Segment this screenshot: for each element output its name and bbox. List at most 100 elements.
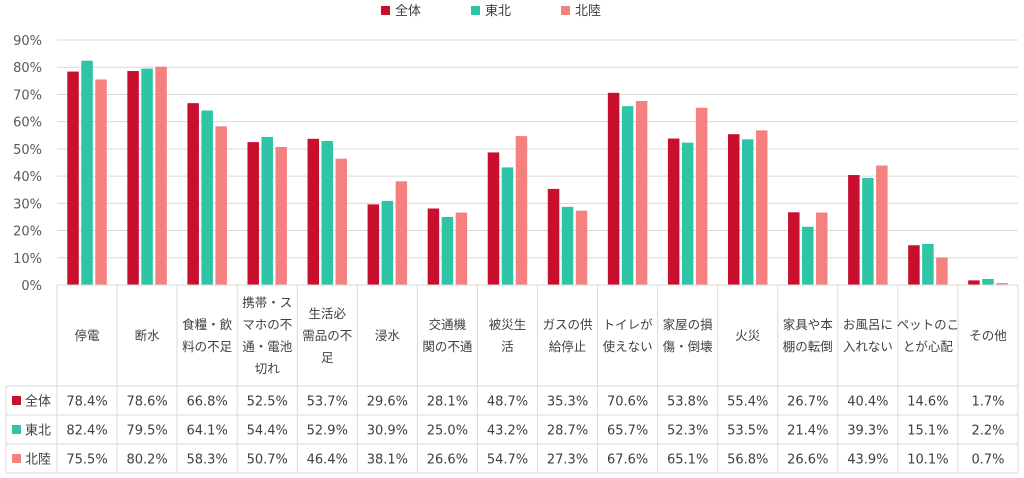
category-label: お風呂に — [843, 317, 893, 332]
data-label: 10.1% — [907, 453, 948, 468]
bar-全体-3 — [187, 103, 199, 286]
data-label: 29.6% — [367, 395, 408, 410]
legend-label-1: 全体 — [395, 3, 421, 19]
category-label: 停電 — [75, 328, 101, 343]
y-tick-label: 50% — [13, 143, 42, 158]
data-label: 56.8% — [727, 453, 768, 468]
category-label: 給停止 — [549, 339, 587, 354]
data-label: 48.7% — [487, 395, 528, 410]
bar-東北-8 — [501, 167, 514, 285]
data-label: 40.4% — [847, 395, 888, 410]
row-series-name: 東北 — [25, 423, 51, 439]
data-label: 54.7% — [487, 453, 528, 468]
gridlines — [57, 39, 1018, 286]
category-label: 活 — [501, 339, 514, 354]
data-label: 65.7% — [607, 424, 648, 439]
category-label: 火災 — [735, 328, 761, 343]
bar-東北-4 — [261, 136, 273, 285]
bar-東北-14 — [862, 178, 874, 285]
bar-北陸-4 — [275, 146, 287, 285]
y-tick-label: 10% — [13, 252, 42, 267]
data-label: 82.4% — [66, 424, 107, 439]
data-label: 0.7% — [971, 453, 1004, 468]
data-label: 80.2% — [126, 453, 167, 468]
data-label: 21.4% — [787, 424, 828, 439]
y-tick-label: 60% — [13, 116, 42, 131]
bar-東北-13 — [802, 226, 814, 285]
data-label: 65.1% — [667, 453, 708, 468]
bar-全体-10 — [607, 92, 620, 285]
category-label: 通・電池 — [242, 339, 293, 354]
bar-北陸-13 — [816, 212, 828, 285]
category-label: 傷・倒壊 — [663, 339, 714, 354]
bar-全体-12 — [727, 134, 740, 285]
row-series-name: 北陸 — [25, 452, 51, 468]
y-axis: 0% 10% 20% 30% 40% 50% 60% 70% 80% 90% — [13, 34, 42, 294]
category-label: 使えない — [603, 339, 653, 354]
bar-全体-2 — [127, 71, 139, 286]
category-label: 棚の転倒 — [783, 339, 833, 354]
y-tick-label: 80% — [13, 61, 42, 76]
data-label: 26.7% — [787, 395, 828, 410]
bar-北陸-5 — [335, 158, 348, 285]
bars — [67, 60, 1008, 286]
data-label: 78.4% — [66, 395, 107, 410]
data-label: 50.7% — [247, 453, 288, 468]
bar-北陸-1 — [95, 79, 107, 285]
bar-東北-3 — [201, 110, 213, 285]
data-label: 78.6% — [126, 395, 167, 410]
bar-東北-9 — [561, 206, 574, 285]
data-label: 64.1% — [187, 424, 228, 439]
legend-swatch-3 — [561, 6, 570, 15]
data-label: 2.2% — [971, 424, 1004, 439]
legend: 全体 東北 北陸 — [381, 3, 601, 19]
data-label: 28.1% — [427, 395, 468, 410]
legend-label-3: 北陸 — [575, 3, 601, 19]
y-tick-label: 70% — [13, 88, 42, 103]
category-label: 家具や本 — [783, 317, 834, 332]
data-label: 54.4% — [247, 424, 288, 439]
data-label: 15.1% — [907, 424, 948, 439]
legend-swatch-1 — [381, 6, 390, 15]
y-tick-label: 30% — [13, 197, 42, 212]
data-label: 52.5% — [247, 395, 288, 410]
row-swatch-3 — [12, 454, 21, 463]
bar-北陸-12 — [755, 130, 768, 285]
category-label: ペットのこ — [897, 317, 960, 332]
bar-全体-15 — [908, 245, 920, 285]
bar-東北-6 — [381, 200, 394, 285]
bar-東北-12 — [741, 139, 754, 285]
category-label: 交通機 — [429, 317, 467, 332]
legend-label-2: 東北 — [485, 3, 511, 19]
y-tick-label: 40% — [13, 170, 42, 185]
category-label: ガスの供 — [543, 317, 593, 332]
category-label: その他 — [969, 328, 1007, 343]
bar-全体-8 — [487, 152, 500, 285]
category-label: とが心配 — [903, 339, 954, 354]
bar-全体-5 — [307, 138, 320, 285]
y-tick-label: 20% — [13, 225, 42, 240]
bar-北陸-7 — [455, 212, 468, 285]
data-label: 67.6% — [607, 453, 648, 468]
bar-東北-11 — [681, 142, 694, 285]
category-label: 浸水 — [375, 328, 401, 343]
category-label: 家屋の損 — [663, 317, 714, 332]
category-label: 切れ — [255, 361, 281, 376]
bar-北陸-10 — [635, 100, 648, 285]
category-label: トイレが — [603, 317, 654, 332]
data-label: 14.6% — [907, 395, 948, 410]
legend-swatch-2 — [471, 6, 480, 15]
bar-全体-1 — [67, 71, 79, 285]
bar-全体-7 — [427, 208, 440, 285]
bar-全体-14 — [848, 175, 860, 285]
category-label: 料の不足 — [182, 339, 233, 354]
bar-東北-7 — [441, 216, 454, 285]
bar-東北-15 — [922, 243, 934, 285]
category-label: 生活必 — [309, 306, 347, 321]
bar-全体-16 — [968, 280, 980, 285]
row-swatch-2 — [12, 425, 21, 434]
data-label: 66.8% — [187, 395, 228, 410]
bar-北陸-2 — [155, 66, 167, 285]
bar-全体-11 — [667, 138, 680, 285]
data-label: 38.1% — [367, 453, 408, 468]
